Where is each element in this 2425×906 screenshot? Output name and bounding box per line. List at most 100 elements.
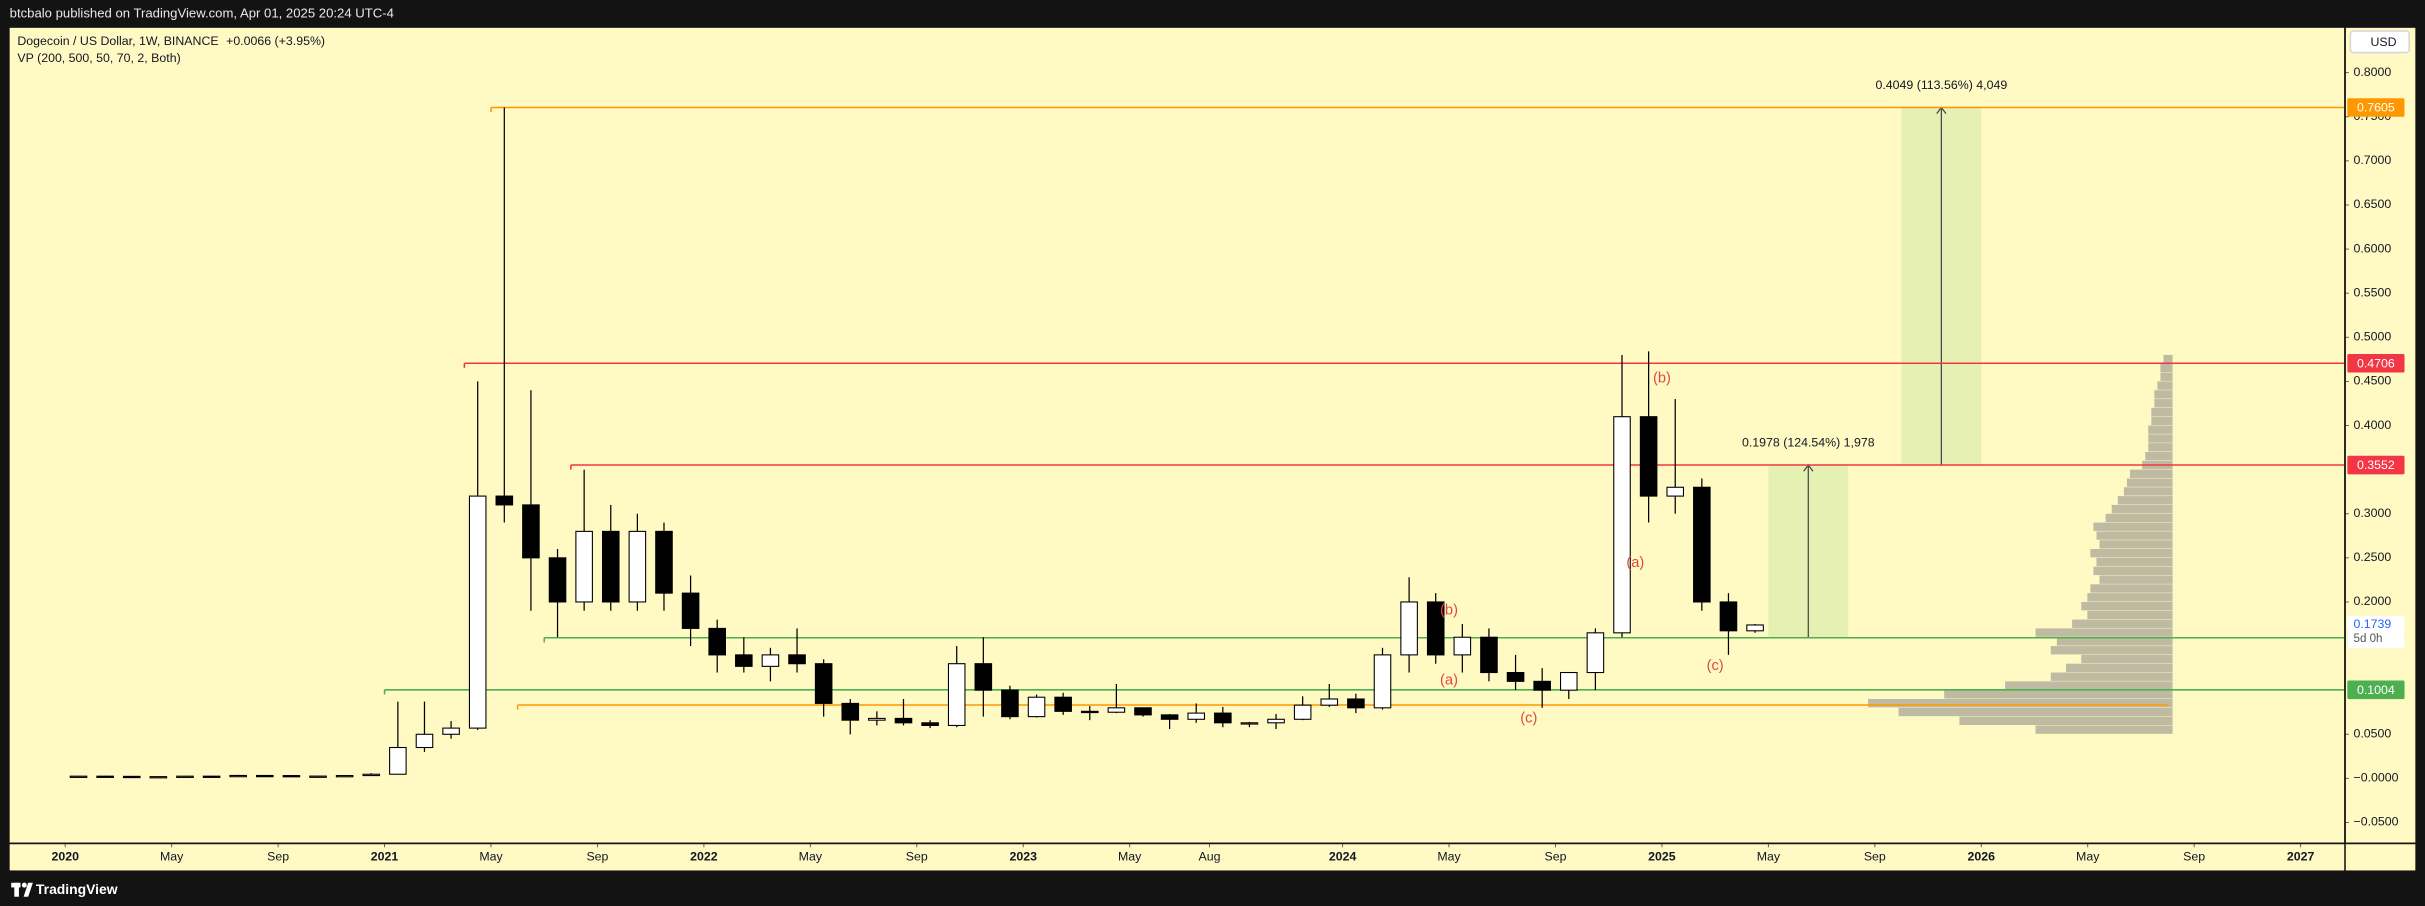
candle-body [1054,696,1072,712]
volume-bar [2056,637,2173,646]
candle-body [708,627,726,656]
wave-label: (c) [1520,711,1537,727]
candle-body [814,663,833,704]
candle-body [1373,654,1392,709]
x-tick-label: Aug [1199,850,1221,864]
current-price: 0.1739 [2354,617,2392,631]
volume-bar [2148,425,2173,434]
price-tag-label: 0.4706 [2357,356,2395,370]
currency[interactable]: USD [2371,35,2397,49]
candle-body [1426,601,1445,656]
indicator: VP (200, 500, 50, 70, 2, Both) [17,51,180,65]
time-axis [9,844,2416,871]
candle-body [841,702,860,721]
candle-body [389,746,407,775]
volume-bar [2099,575,2173,584]
candle-body [1559,671,1578,691]
candle-body [1613,416,1631,634]
candle-body [1187,712,1206,720]
y-tick-label: 0.7000 [2354,153,2392,167]
candle-body [1214,712,1232,724]
candle-body [1027,696,1046,718]
volume-bar [2105,513,2173,523]
x-tick-label: Sep [906,850,928,864]
currency-box[interactable] [2349,30,2410,54]
current-price-tag [2347,615,2405,649]
volume-bar [2093,566,2173,576]
candle-body [1639,416,1658,497]
candle-body [256,774,274,778]
candle-body [522,504,540,559]
volume-bar [2126,478,2173,487]
volume-bar [2099,540,2173,549]
volume-bar [1898,707,2173,717]
candle-body [628,530,647,603]
candle-body [468,495,487,729]
brand-logo[interactable] [11,882,33,897]
volume-bar [2087,593,2173,602]
x-tick-label: Sep [1864,850,1886,864]
x-tick-label: 2022 [690,850,718,864]
candle-body [1320,698,1339,706]
volume-bar [2035,628,2173,637]
brand[interactable]: TradingView [36,881,118,897]
candle-body [362,773,381,777]
candle-body [1506,671,1525,682]
y-tick-label: 0.4500 [2354,374,2392,388]
volume-bar [2148,443,2173,452]
volume-bar [2093,522,2173,531]
price-tag [2347,353,2405,373]
x-tick-label: Sep [1544,850,1566,864]
volume-bar [2090,584,2173,593]
candle-body [1267,718,1285,724]
volume-bar [2160,372,2173,381]
candle-body [282,775,301,778]
price-tag-label: 0.7605 [2357,101,2395,115]
volume-bar [1868,698,2173,708]
volume-bar [2163,354,2173,364]
volume-bar [2154,399,2173,408]
volume-bar [2129,469,2173,478]
candle-body [947,663,966,726]
candle-body [1400,601,1418,656]
price-tag [2347,680,2405,700]
x-tick-label: 2025 [1648,850,1676,864]
x-tick-label: May [479,850,503,864]
candle-body [921,722,939,726]
x-tick-label: 2023 [1009,850,1037,864]
y-tick-label: 0.3000 [2354,506,2392,520]
candle-body [229,774,247,778]
candle-body [655,530,673,594]
y-tick-label: 0.6500 [2354,197,2392,211]
x-tick-label: Sep [2183,850,2205,864]
measure-label: 0.1978 (124.54%) 1,978 [1742,436,1875,450]
volume-bar [2050,646,2173,655]
volume-bar [2154,390,2173,399]
symbol: Dogecoin / US Dollar, 1W, BINANCE [17,34,218,48]
wave-label: (c) [1707,658,1724,674]
volume-bar [2160,363,2173,373]
candle-body [735,654,753,667]
logo-part [23,882,33,897]
candle-body [1480,636,1498,674]
volume-bar [2035,725,2173,734]
candle-body [96,775,114,778]
volume-bar [2157,381,2173,390]
price-tag-label: 0.3552 [2357,458,2395,472]
candle-body [309,775,327,778]
volume-bar [2081,601,2173,611]
volume-bar [2096,531,2173,540]
candle-body [495,495,514,506]
candle-body [761,654,780,667]
x-tick-label: 2024 [1329,850,1357,864]
volume-bar [2081,654,2173,664]
x-tick-label: Sep [267,850,289,864]
candle-body [1134,707,1152,716]
wave-label: (a) [1626,555,1644,571]
x-tick-label: 2020 [51,850,79,864]
price-tag [2347,98,2405,117]
candle-body [442,727,460,735]
candle-body [1666,486,1685,497]
candle-body [894,717,913,724]
